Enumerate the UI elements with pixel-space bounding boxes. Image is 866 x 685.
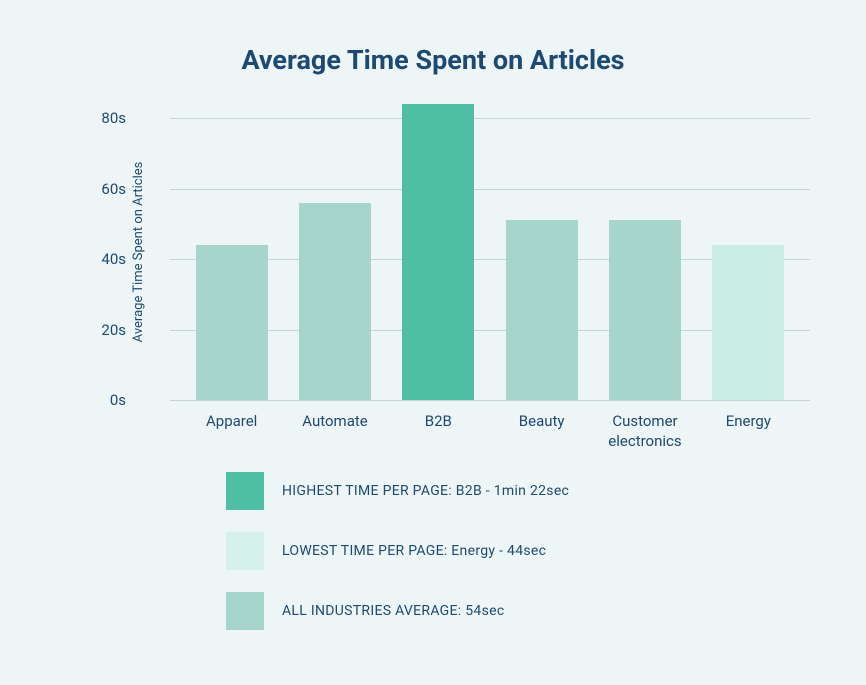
y-tick-label: 60s — [86, 180, 126, 198]
bar — [712, 245, 784, 400]
bar-slot — [593, 104, 696, 400]
x-tick-label: B2B — [387, 412, 490, 451]
bar — [402, 104, 474, 400]
legend-label: HIGHEST TIME PER PAGE: B2B - 1min 22sec — [282, 483, 569, 499]
chart-area: Average Time Spent on Articles 0s20s40s6… — [130, 104, 810, 400]
y-tick-label: 0s — [86, 391, 126, 409]
bar-slot — [180, 104, 283, 400]
x-tick-label: Automate — [283, 412, 386, 451]
bar-slot — [387, 104, 490, 400]
y-tick-label: 80s — [86, 109, 126, 127]
bar-slot — [490, 104, 593, 400]
x-tick-label: Customerelectronics — [593, 412, 696, 451]
legend-label: LOWEST TIME PER PAGE: Energy - 44sec — [282, 543, 546, 559]
bar — [609, 220, 681, 400]
bar-slot — [283, 104, 386, 400]
bar-slot — [697, 104, 800, 400]
legend-swatch — [226, 592, 264, 630]
legend-item: LOWEST TIME PER PAGE: Energy - 44sec — [226, 532, 866, 570]
chart-title: Average Time Spent on Articles — [0, 0, 866, 76]
bar — [196, 245, 268, 400]
legend-swatch — [226, 472, 264, 510]
x-axis-labels: ApparelAutomateB2BBeautyCustomerelectron… — [170, 400, 810, 451]
legend-item: ALL INDUSTRIES AVERAGE: 54sec — [226, 592, 866, 630]
plot-region — [170, 104, 810, 400]
x-tick-label: Beauty — [490, 412, 593, 451]
y-axis-label: Average Time Spent on Articles — [131, 162, 146, 343]
x-tick-label: Apparel — [180, 412, 283, 451]
x-tick-label: Energy — [697, 412, 800, 451]
bar — [299, 203, 371, 400]
legend: HIGHEST TIME PER PAGE: B2B - 1min 22sec L… — [226, 472, 866, 630]
bar — [506, 220, 578, 400]
y-tick-label: 20s — [86, 321, 126, 339]
legend-swatch — [226, 532, 264, 570]
bars-container — [170, 104, 810, 400]
legend-item: HIGHEST TIME PER PAGE: B2B - 1min 22sec — [226, 472, 866, 510]
legend-label: ALL INDUSTRIES AVERAGE: 54sec — [282, 603, 504, 619]
y-tick-label: 40s — [86, 250, 126, 268]
